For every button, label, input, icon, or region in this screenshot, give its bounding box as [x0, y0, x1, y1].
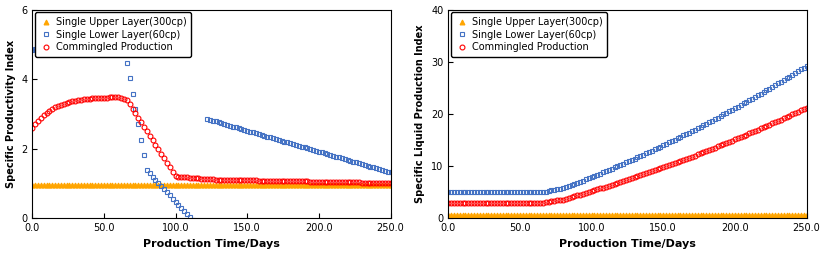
Single Upper Layer(300cp): [612, 213, 622, 216]
Single Lower Layer(60cp): [50, 45, 60, 49]
Single Lower Layer(60cp): [122, 62, 132, 65]
Y-axis label: Specific Productivity Index: Specific Productivity Index: [6, 40, 16, 188]
Commingled Production: [612, 181, 622, 185]
Commingled Production: [535, 201, 545, 204]
Legend: Single Upper Layer(300cp), Single Lower Layer(60cp), Commingled Production: Single Upper Layer(300cp), Single Lower …: [451, 13, 607, 57]
Single Lower Layer(60cp): [681, 132, 691, 136]
Line: Single Upper Layer(300cp): Single Upper Layer(300cp): [30, 183, 393, 188]
Single Lower Layer(60cp): [664, 141, 674, 144]
Single Upper Layer(300cp): [466, 213, 476, 216]
Commingled Production: [466, 201, 476, 204]
Single Lower Layer(60cp): [656, 145, 666, 148]
Single Lower Layer(60cp): [386, 171, 396, 174]
Single Upper Layer(300cp): [248, 184, 258, 187]
X-axis label: Production Time/Days: Production Time/Days: [143, 239, 280, 249]
Commingled Production: [199, 177, 209, 180]
Single Upper Layer(300cp): [386, 184, 396, 187]
Line: Single Lower Layer(60cp): Single Lower Layer(60cp): [30, 44, 393, 235]
Legend: Single Upper Layer(300cp), Single Lower Layer(60cp), Commingled Production: Single Upper Layer(300cp), Single Lower …: [36, 13, 191, 57]
Single Lower Layer(60cp): [202, 117, 212, 121]
Commingled Production: [122, 98, 132, 101]
Commingled Production: [444, 201, 453, 204]
Single Lower Layer(60cp): [466, 191, 476, 194]
Single Lower Layer(60cp): [271, 137, 281, 141]
Commingled Production: [27, 126, 37, 130]
Commingled Production: [50, 106, 60, 109]
Single Lower Layer(60cp): [801, 64, 811, 67]
Single Lower Layer(60cp): [27, 48, 37, 51]
X-axis label: Production Time/Days: Production Time/Days: [559, 239, 695, 249]
Single Lower Layer(60cp): [113, 45, 123, 48]
Single Lower Layer(60cp): [535, 191, 545, 194]
Single Upper Layer(300cp): [50, 184, 60, 187]
Single Upper Layer(300cp): [27, 184, 37, 187]
Commingled Production: [242, 179, 252, 182]
Single Upper Layer(300cp): [681, 213, 691, 216]
Single Upper Layer(300cp): [535, 213, 545, 216]
Single Lower Layer(60cp): [444, 191, 453, 194]
Single Lower Layer(60cp): [254, 132, 263, 136]
Single Upper Layer(300cp): [240, 184, 249, 187]
Commingled Production: [268, 179, 278, 183]
Single Upper Layer(300cp): [119, 184, 129, 187]
Single Upper Layer(300cp): [444, 213, 453, 216]
Single Upper Layer(300cp): [265, 184, 275, 187]
Line: Single Lower Layer(60cp): Single Lower Layer(60cp): [446, 64, 809, 195]
Commingled Production: [113, 95, 123, 99]
Commingled Production: [801, 106, 811, 109]
Single Lower Layer(60cp): [245, 130, 255, 133]
Single Lower Layer(60cp): [612, 165, 622, 168]
Single Upper Layer(300cp): [801, 213, 811, 216]
Single Lower Layer(60cp): [199, 231, 209, 235]
Commingled Production: [656, 167, 666, 170]
Y-axis label: Specific Liquid Production Index: Specific Liquid Production Index: [415, 25, 425, 203]
Line: Commingled Production: Commingled Production: [446, 105, 809, 205]
Line: Single Upper Layer(300cp): Single Upper Layer(300cp): [446, 212, 809, 217]
Single Upper Layer(300cp): [664, 213, 674, 216]
Single Upper Layer(300cp): [197, 184, 206, 187]
Single Upper Layer(300cp): [656, 213, 666, 216]
Commingled Production: [664, 164, 674, 167]
Line: Commingled Production: Commingled Production: [30, 95, 393, 186]
Commingled Production: [681, 157, 691, 160]
Commingled Production: [251, 179, 261, 182]
Commingled Production: [386, 181, 396, 185]
